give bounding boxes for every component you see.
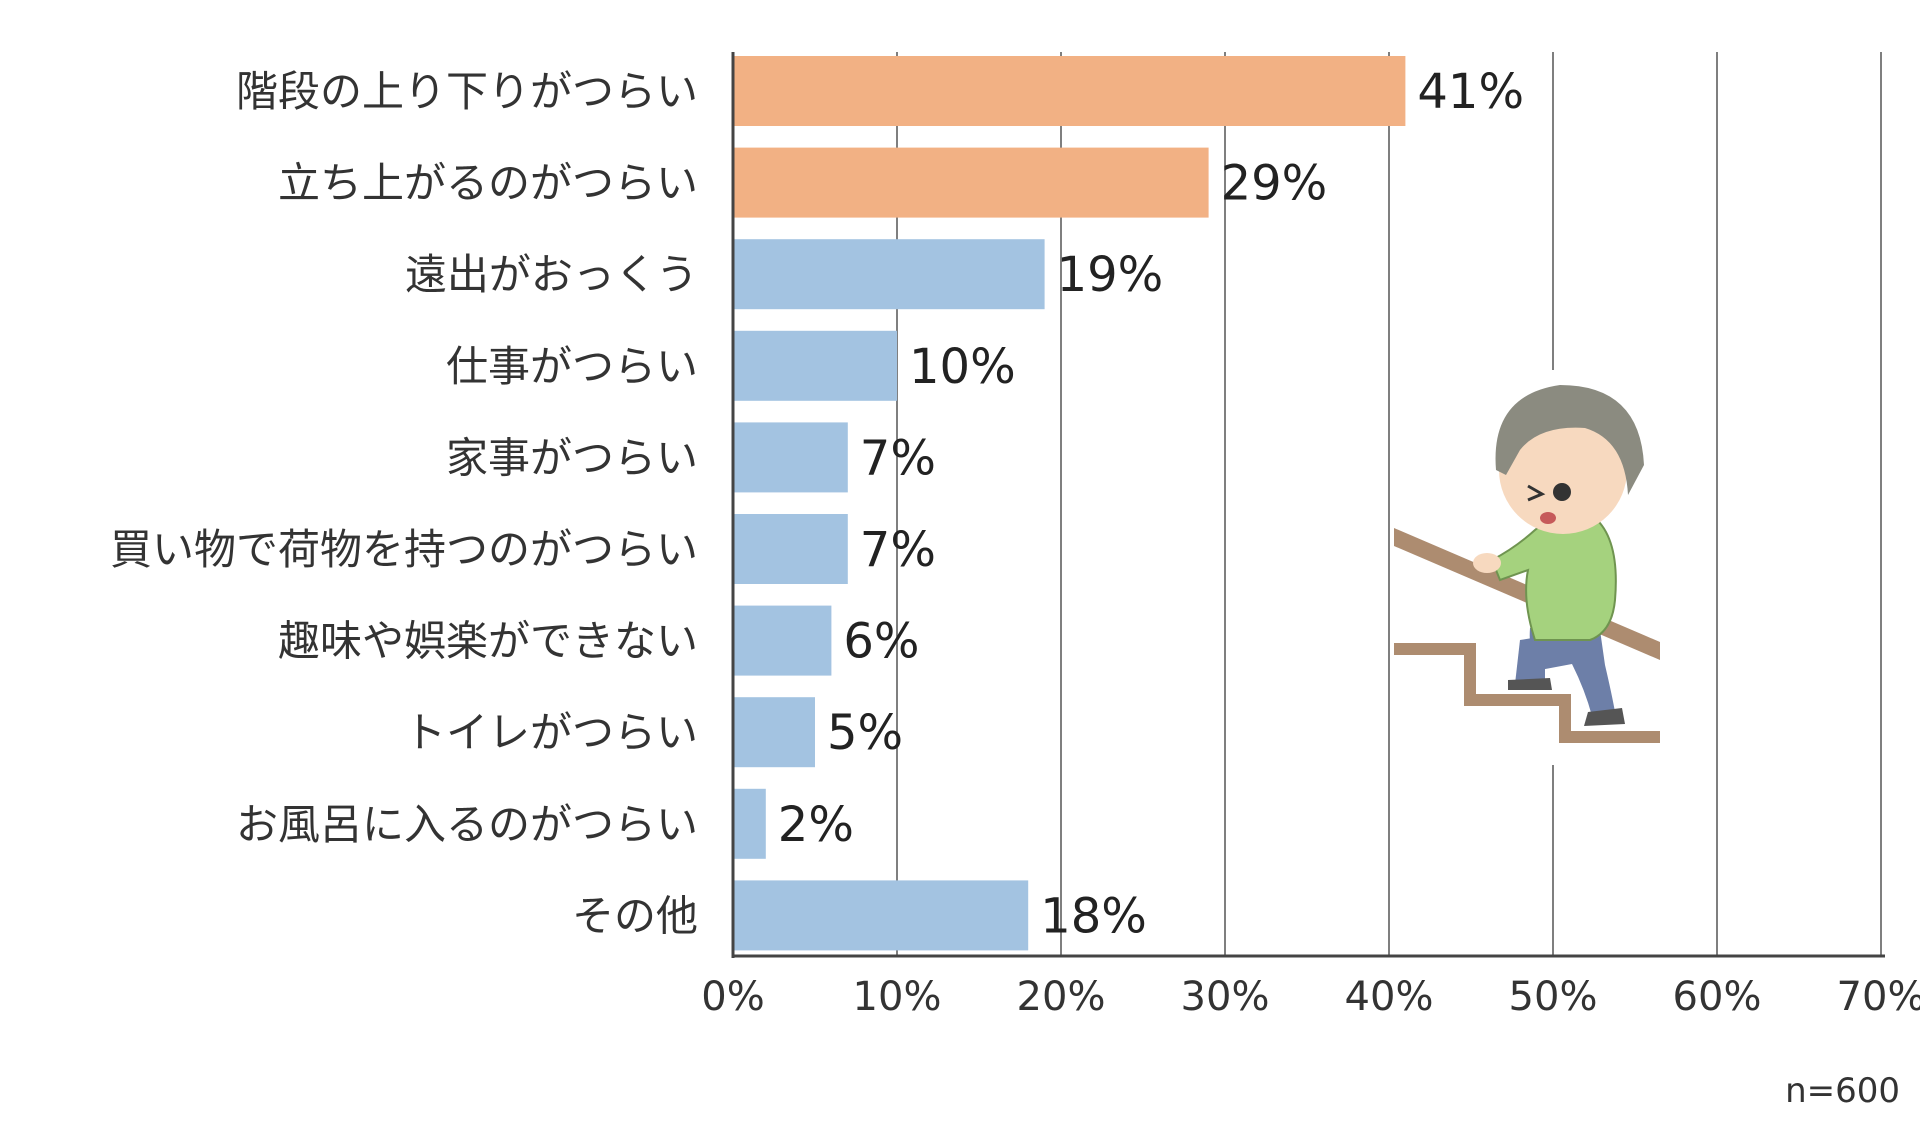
data-label: 5%: [827, 705, 903, 761]
data-label: 10%: [909, 339, 1016, 395]
bar: [733, 239, 1045, 310]
x-tick-label: 30%: [1181, 974, 1270, 1020]
bar: [733, 147, 1209, 218]
data-label: 41%: [1417, 64, 1524, 120]
data-label: 2%: [778, 797, 854, 853]
x-tick-label: 70%: [1837, 974, 1920, 1020]
category-label: 階段の上り下りがつらい: [236, 67, 698, 116]
x-tick-label: 0%: [701, 974, 764, 1020]
category-label: その他: [572, 891, 698, 940]
category-labels: 階段の上り下りがつらい立ち上がるのがつらい遠出がおっくう仕事がつらい家事がつらい…: [110, 67, 698, 940]
axes: [731, 52, 1885, 958]
bar: [733, 330, 897, 401]
data-label: 29%: [1221, 156, 1328, 212]
category-label: 買い物で荷物を持つのがつらい: [110, 525, 698, 574]
bar: [733, 422, 848, 493]
x-tick-label: 50%: [1509, 974, 1598, 1020]
bars: [733, 56, 1406, 951]
data-label: 19%: [1057, 247, 1164, 303]
x-tick-label: 10%: [853, 974, 942, 1020]
category-label: 仕事がつらい: [446, 342, 698, 391]
category-label: 遠出がおっくう: [405, 250, 698, 299]
x-tick-label: 60%: [1673, 974, 1762, 1020]
bar: [733, 697, 815, 768]
elderly-man-climbing-stairs-illustration: [1392, 370, 1692, 765]
data-label: 18%: [1040, 888, 1147, 944]
category-label: お風呂に入るのがつらい: [236, 800, 698, 849]
value-labels: 41% 29% 19% 10% 7% 7% 6% 5% 2% 18%: [778, 64, 1524, 944]
x-tick-label: 40%: [1345, 974, 1434, 1020]
bar: [733, 788, 766, 859]
category-label: 立ち上がるのがつらい: [278, 159, 698, 208]
category-label: 家事がつらい: [446, 433, 698, 482]
category-label: 趣味や娯楽ができない: [278, 617, 698, 666]
data-label: 6%: [843, 614, 919, 670]
bar: [733, 514, 848, 584]
sample-size-note: n=600: [1785, 1071, 1900, 1111]
bar: [733, 56, 1406, 126]
category-label: トイレがつらい: [404, 708, 698, 757]
bar: [733, 605, 832, 676]
bar: [733, 880, 1029, 951]
x-tick-label: 20%: [1017, 974, 1106, 1020]
data-label: 7%: [860, 522, 936, 578]
x-tick-labels: 0% 10% 20% 30% 40% 50% 60% 70%: [701, 974, 1920, 1020]
data-label: 7%: [860, 430, 936, 486]
